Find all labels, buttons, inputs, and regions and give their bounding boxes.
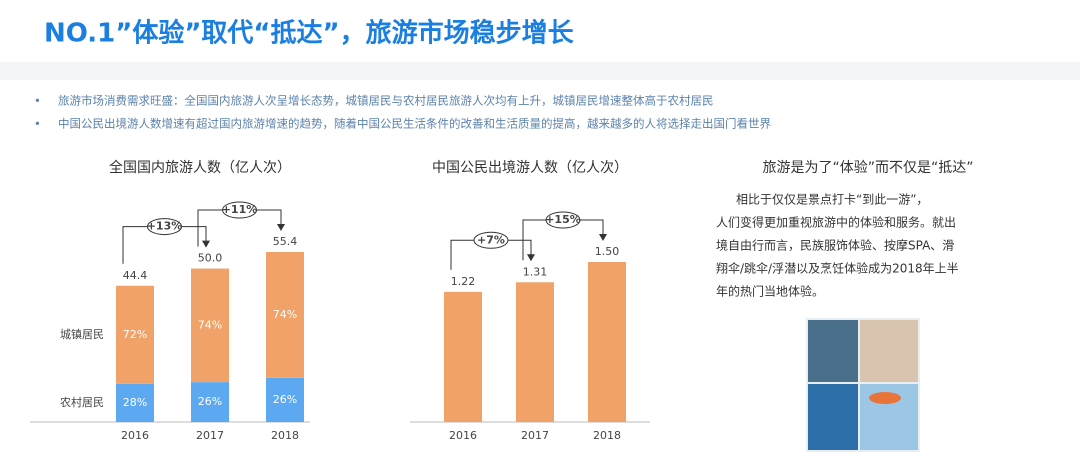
bar-segment bbox=[116, 285, 154, 384]
growth-arrow bbox=[277, 224, 285, 231]
photo-collage bbox=[806, 318, 920, 452]
growth-badge bbox=[473, 231, 509, 249]
bar bbox=[588, 262, 626, 422]
bullet-dot: • bbox=[34, 94, 41, 108]
bar-segment bbox=[266, 377, 304, 422]
growth-badge bbox=[545, 211, 581, 229]
chart-title: 全国国内旅游人数（亿人次） bbox=[109, 159, 291, 176]
bullet-text: 中国公民出境游人数增速有超过国内旅游增速的趋势，随着中国公民生活条件的改善和生活… bbox=[58, 117, 771, 131]
legend-label: 农村居民 bbox=[60, 395, 104, 409]
x-tick-label: 2017 bbox=[521, 429, 549, 442]
segment-label: 28% bbox=[123, 396, 147, 409]
bar-segment bbox=[191, 268, 229, 383]
segment-label: 72% bbox=[123, 328, 147, 341]
x-tick-label: 2018 bbox=[593, 429, 621, 442]
value-label: 55.4 bbox=[273, 235, 298, 248]
growth-badge bbox=[147, 218, 182, 236]
title-band bbox=[0, 62, 1080, 80]
bar-segment bbox=[191, 382, 229, 422]
panel-line: 翔伞/跳伞/浮潜以及烹饪体验成为2018年上半 bbox=[716, 261, 959, 276]
chart-title: 中国公民出境游人数（亿人次） bbox=[432, 160, 628, 176]
photo bbox=[860, 320, 918, 382]
panel-title: 旅游是为了“体验”而不仅是“抵达” bbox=[762, 160, 973, 176]
bar bbox=[516, 282, 554, 422]
value-label: 44.4 bbox=[123, 269, 148, 282]
panel-line: 境自由行而言，民族服饰体验、按摩SPA、滑 bbox=[716, 238, 954, 253]
growth-label: +13% bbox=[147, 220, 183, 233]
bar-segment bbox=[266, 252, 304, 378]
growth-label: +15% bbox=[545, 213, 581, 226]
value-label: 1.31 bbox=[523, 265, 548, 278]
growth-badge bbox=[222, 201, 257, 219]
bar-segment bbox=[116, 383, 154, 422]
segment-label: 74% bbox=[198, 318, 222, 331]
value-label: 1.22 bbox=[451, 275, 476, 288]
panel-line: 人们变得更加重视旅游中的体验和服务。就出 bbox=[716, 215, 956, 230]
growth-label: +7% bbox=[477, 233, 505, 246]
bar bbox=[444, 291, 482, 422]
legend-label: 城镇居民 bbox=[60, 327, 104, 341]
growth-label: +11% bbox=[222, 203, 258, 216]
x-tick-label: 2018 bbox=[271, 429, 299, 442]
x-tick-label: 2016 bbox=[449, 429, 477, 442]
x-tick-label: 2017 bbox=[196, 429, 224, 442]
value-label: 50.0 bbox=[198, 252, 223, 265]
bullet-dot: • bbox=[34, 117, 41, 131]
segment-label: 74% bbox=[273, 308, 297, 321]
growth-arrow bbox=[527, 254, 535, 262]
value-label: 1.50 bbox=[595, 245, 620, 258]
photo bbox=[808, 320, 858, 382]
segment-label: 26% bbox=[198, 395, 222, 408]
slide-title: NO.1”体验”取代“抵达”，旅游市场稳步增长 bbox=[44, 18, 575, 49]
parachute bbox=[869, 392, 901, 404]
segment-label: 26% bbox=[273, 393, 297, 406]
panel-line: 年的热门当地体验。 bbox=[716, 284, 824, 299]
bullet-text: 旅游市场消费需求旺盛：全国国内旅游人次呈增长态势，城镇居民与农村居民旅游人次均有… bbox=[58, 94, 714, 108]
growth-arrow bbox=[599, 234, 607, 241]
growth-arrow bbox=[202, 240, 210, 248]
x-tick-label: 2016 bbox=[121, 429, 149, 442]
panel-line: 相比于仅仅是景点打卡“到此一游”， bbox=[736, 193, 928, 207]
photo bbox=[808, 384, 858, 450]
